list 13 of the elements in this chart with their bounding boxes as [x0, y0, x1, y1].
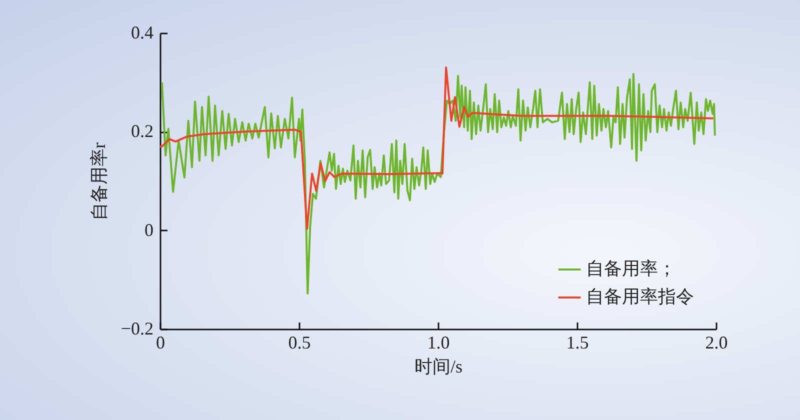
- x-tick-label: 0.5: [288, 332, 311, 352]
- line-series: [160, 66, 714, 230]
- y-axis-title: 自备用率r: [88, 142, 109, 220]
- y-tick-label: 0.2: [131, 121, 154, 142]
- y-tick-label: −0.2: [120, 318, 154, 338]
- x-tick-label: 2.0: [705, 332, 728, 352]
- legend-label: 自备用率；: [586, 258, 676, 278]
- legend-label: 自备用率指令: [586, 286, 694, 306]
- y-tick-label: 0.4: [131, 22, 154, 42]
- y-tick-label: 0: [144, 220, 154, 240]
- x-tick-label: 1.5: [566, 332, 589, 352]
- x-axis-title: 时间/s: [414, 356, 463, 376]
- x-tick-label: 1.0: [427, 332, 450, 352]
